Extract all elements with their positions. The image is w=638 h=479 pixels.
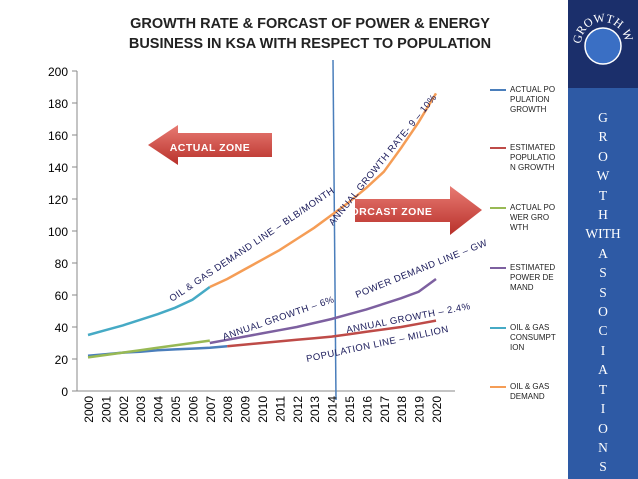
logo-graphic: GROWTH WITH INNOVATIONS <box>564 0 636 65</box>
x-tick-label: 2016 <box>360 396 374 423</box>
annotation: POWER DEMAND LINE – GW <box>354 238 489 301</box>
y-tick-label: 140 <box>48 161 68 175</box>
sidebar: GROWTH WITH INNOVATIONS GROWTHWITHASSOCI… <box>564 0 638 479</box>
annotation: OIL & GAS DEMAND LINE – BLB/MONTH <box>168 185 337 304</box>
legend-swatch <box>490 147 506 149</box>
logo: GROWTH WITH INNOVATIONS <box>564 0 638 88</box>
x-tick-label: 2003 <box>134 396 148 423</box>
sidebar-letter: O <box>598 420 608 436</box>
x-tick-label: 2008 <box>221 396 235 423</box>
arrow-left <box>148 125 272 165</box>
sidebar-letter: T <box>598 187 608 203</box>
x-tick-label: 2006 <box>186 396 200 423</box>
legend-swatch <box>490 267 506 269</box>
y-tick-label: 160 <box>48 129 68 143</box>
sidebar-letter: I <box>600 342 606 358</box>
legend-item: OIL & GAS DEMAND <box>490 382 565 402</box>
y-tick-label: 100 <box>48 225 68 239</box>
x-tick-label: 2018 <box>395 396 409 423</box>
sidebar-letter: S <box>599 265 607 281</box>
legend-swatch <box>490 386 506 388</box>
legend-label: ESTIMATED POWER DEMAND <box>510 263 556 292</box>
legend-label: ACTUAL POPULATION GROWTH <box>510 85 556 114</box>
legend-label: ESTIMATED POPULATION GROWTH <box>510 143 556 172</box>
y-tick-label: 20 <box>55 353 69 367</box>
legend-label: ACTUAL POWER GROWTH <box>510 203 556 232</box>
annotation: ANNUAL GROWTH – 6% <box>221 294 336 343</box>
sidebar-letter: H <box>598 207 608 223</box>
x-tick-label: 2002 <box>117 396 131 423</box>
series-line <box>87 339 210 359</box>
arrow-right <box>355 186 482 235</box>
sidebar-letter: I <box>600 401 606 417</box>
legend-swatch <box>490 327 506 329</box>
x-tick-label: 2001 <box>99 396 113 423</box>
legend-item: ACTUAL POPULATION GROWTH <box>490 85 565 115</box>
series-line <box>227 319 437 348</box>
sidebar-letters: G R O W T H WITH A S S O C I A T I O N S <box>568 108 638 477</box>
sidebar-letter: S <box>599 459 607 475</box>
annotation: ACTUAL ZONE <box>170 142 251 154</box>
x-tick-label: 2000 <box>82 396 96 423</box>
x-tick-label: 2015 <box>343 396 357 423</box>
sidebar-letter: C <box>598 323 608 339</box>
x-tick-label: 2009 <box>239 396 253 423</box>
sidebar-letter: T <box>598 381 608 397</box>
sidebar-letter: O <box>598 148 608 164</box>
x-tick-label: 2011 <box>273 396 287 422</box>
legend-swatch <box>490 89 506 91</box>
y-tick-label: 80 <box>55 257 69 271</box>
y-tick-label: 40 <box>55 321 69 335</box>
legend-item: ESTIMATED POPULATION GROWTH <box>490 143 565 173</box>
y-tick-label: 0 <box>61 385 68 399</box>
series-line <box>87 285 211 337</box>
x-tick-label: 2014 <box>326 396 340 423</box>
sidebar-letter: O <box>598 304 608 320</box>
y-tick-label: 200 <box>48 65 68 79</box>
x-tick-label: 2013 <box>308 396 322 423</box>
legend-label: OIL & GAS DEMAND <box>510 382 550 401</box>
sidebar-letter: A <box>598 245 608 261</box>
sidebar-letter: R <box>598 129 608 145</box>
x-tick-label: 2017 <box>378 396 392 423</box>
sidebar-letter: WITH <box>585 226 621 242</box>
x-tick-label: 2012 <box>291 396 305 423</box>
sidebar-letter: W <box>596 168 610 184</box>
legend-label: OIL & GAS CONSUMPTION <box>510 323 556 352</box>
legend-item: ESTIMATED POWER DEMAND <box>490 263 565 293</box>
series-line <box>209 92 438 289</box>
x-tick-label: 2005 <box>169 396 183 423</box>
annotation: ANNUAL GROWTH – 2.4% <box>345 301 471 336</box>
y-tick-label: 60 <box>55 289 69 303</box>
sidebar-letter: G <box>598 110 608 125</box>
x-tick-label: 2020 <box>430 396 444 423</box>
x-tick-label: 2019 <box>413 396 427 423</box>
annotation: FORCAST ZONE <box>344 206 433 218</box>
sidebar-letter: N <box>598 439 608 455</box>
x-tick-label: 2010 <box>256 396 270 423</box>
globe <box>584 27 622 65</box>
legend-swatch <box>490 207 506 209</box>
sidebar-letter: A <box>598 362 608 378</box>
y-tick-label: 180 <box>48 97 68 111</box>
x-tick-label: 2004 <box>152 396 166 423</box>
legend-item: ACTUAL POWER GROWTH <box>490 203 565 233</box>
chart-title: GROWTH RATE & FORCAST OF POWER & ENERGY … <box>128 16 492 52</box>
y-tick-label: 120 <box>48 193 68 207</box>
divider-line <box>332 59 337 401</box>
legend-item: OIL & GAS CONSUMPTION <box>490 323 565 353</box>
series-line <box>209 277 437 345</box>
sidebar-letter: S <box>599 284 607 300</box>
x-tick-label: 2007 <box>204 396 218 423</box>
